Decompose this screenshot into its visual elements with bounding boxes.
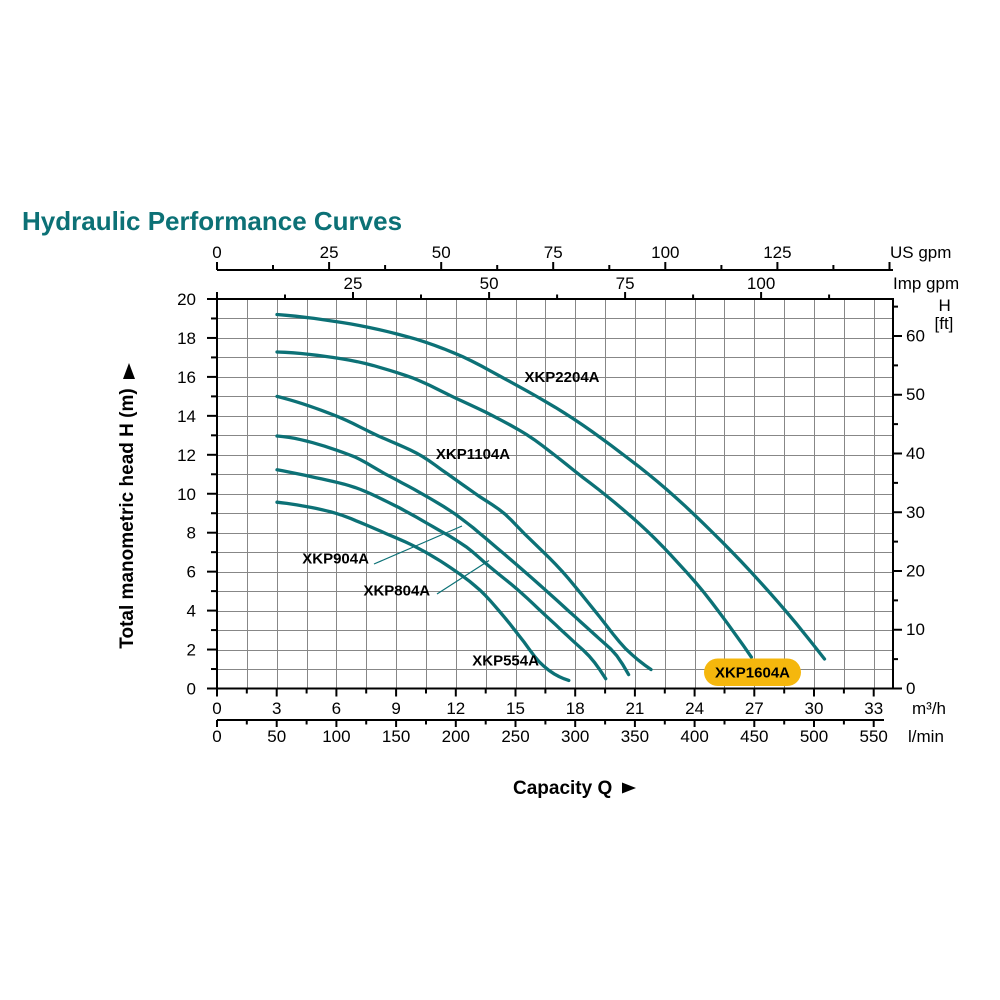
svg-text:20: 20 [906,562,925,581]
svg-text:9: 9 [391,699,400,718]
svg-text:H: H [939,296,951,315]
svg-text:XKP904A: XKP904A [302,550,369,567]
svg-text:2: 2 [187,641,196,660]
svg-text:Capacity Q: Capacity Q [513,778,612,799]
svg-text:25: 25 [344,274,363,293]
svg-text:0: 0 [187,680,196,699]
svg-text:100: 100 [747,274,775,293]
svg-text:XKP1604A: XKP1604A [715,665,790,682]
svg-text:XKP804A: XKP804A [363,582,430,599]
svg-text:300: 300 [561,727,589,746]
svg-text:Imp gpm: Imp gpm [893,274,959,293]
svg-text:l/min: l/min [908,727,944,746]
svg-text:3: 3 [272,699,281,718]
svg-text:0: 0 [212,727,221,746]
svg-text:550: 550 [860,727,888,746]
svg-text:450: 450 [740,727,768,746]
svg-text:0: 0 [906,679,915,698]
svg-text:10: 10 [906,620,925,639]
svg-text:30: 30 [906,503,925,522]
svg-text:18: 18 [177,329,196,348]
svg-text:20: 20 [177,290,196,309]
svg-text:XKP2204A: XKP2204A [524,369,599,386]
svg-text:0: 0 [212,699,221,718]
svg-text:Total manometric head H (m): Total manometric head H (m) [117,388,138,648]
svg-text:Hydraulic Performance Curves: Hydraulic Performance Curves [22,206,402,236]
svg-text:[ft]: [ft] [935,314,954,333]
svg-text:27: 27 [745,699,764,718]
svg-text:50: 50 [906,385,925,404]
svg-text:33: 33 [864,699,883,718]
svg-text:21: 21 [625,699,644,718]
svg-text:125: 125 [763,243,791,262]
svg-text:4: 4 [187,602,196,621]
svg-text:XKP554A: XKP554A [472,652,539,669]
svg-text:XKP1104A: XKP1104A [436,446,510,463]
svg-text:16: 16 [177,368,196,387]
svg-text:0: 0 [212,243,221,262]
svg-text:24: 24 [685,699,704,718]
svg-text:100: 100 [651,243,679,262]
svg-text:50: 50 [267,727,286,746]
svg-text:75: 75 [544,243,563,262]
svg-text:6: 6 [332,699,341,718]
svg-text:25: 25 [320,243,339,262]
svg-text:400: 400 [680,727,708,746]
svg-text:12: 12 [446,699,465,718]
svg-text:200: 200 [442,727,470,746]
svg-text:350: 350 [621,727,649,746]
svg-text:18: 18 [566,699,585,718]
svg-text:40: 40 [906,444,925,463]
svg-text:14: 14 [177,407,196,426]
svg-text:50: 50 [480,274,499,293]
svg-text:150: 150 [382,727,410,746]
svg-text:m³/h: m³/h [912,699,946,718]
svg-text:US gpm: US gpm [890,243,951,262]
svg-text:15: 15 [506,699,525,718]
svg-text:50: 50 [432,243,451,262]
svg-text:8: 8 [187,524,196,543]
svg-text:30: 30 [805,699,824,718]
svg-text:10: 10 [177,485,196,504]
svg-text:12: 12 [177,446,196,465]
svg-text:500: 500 [800,727,828,746]
svg-text:250: 250 [501,727,529,746]
svg-text:60: 60 [906,327,925,346]
svg-text:75: 75 [616,274,635,293]
svg-text:100: 100 [322,727,350,746]
svg-text:6: 6 [187,563,196,582]
